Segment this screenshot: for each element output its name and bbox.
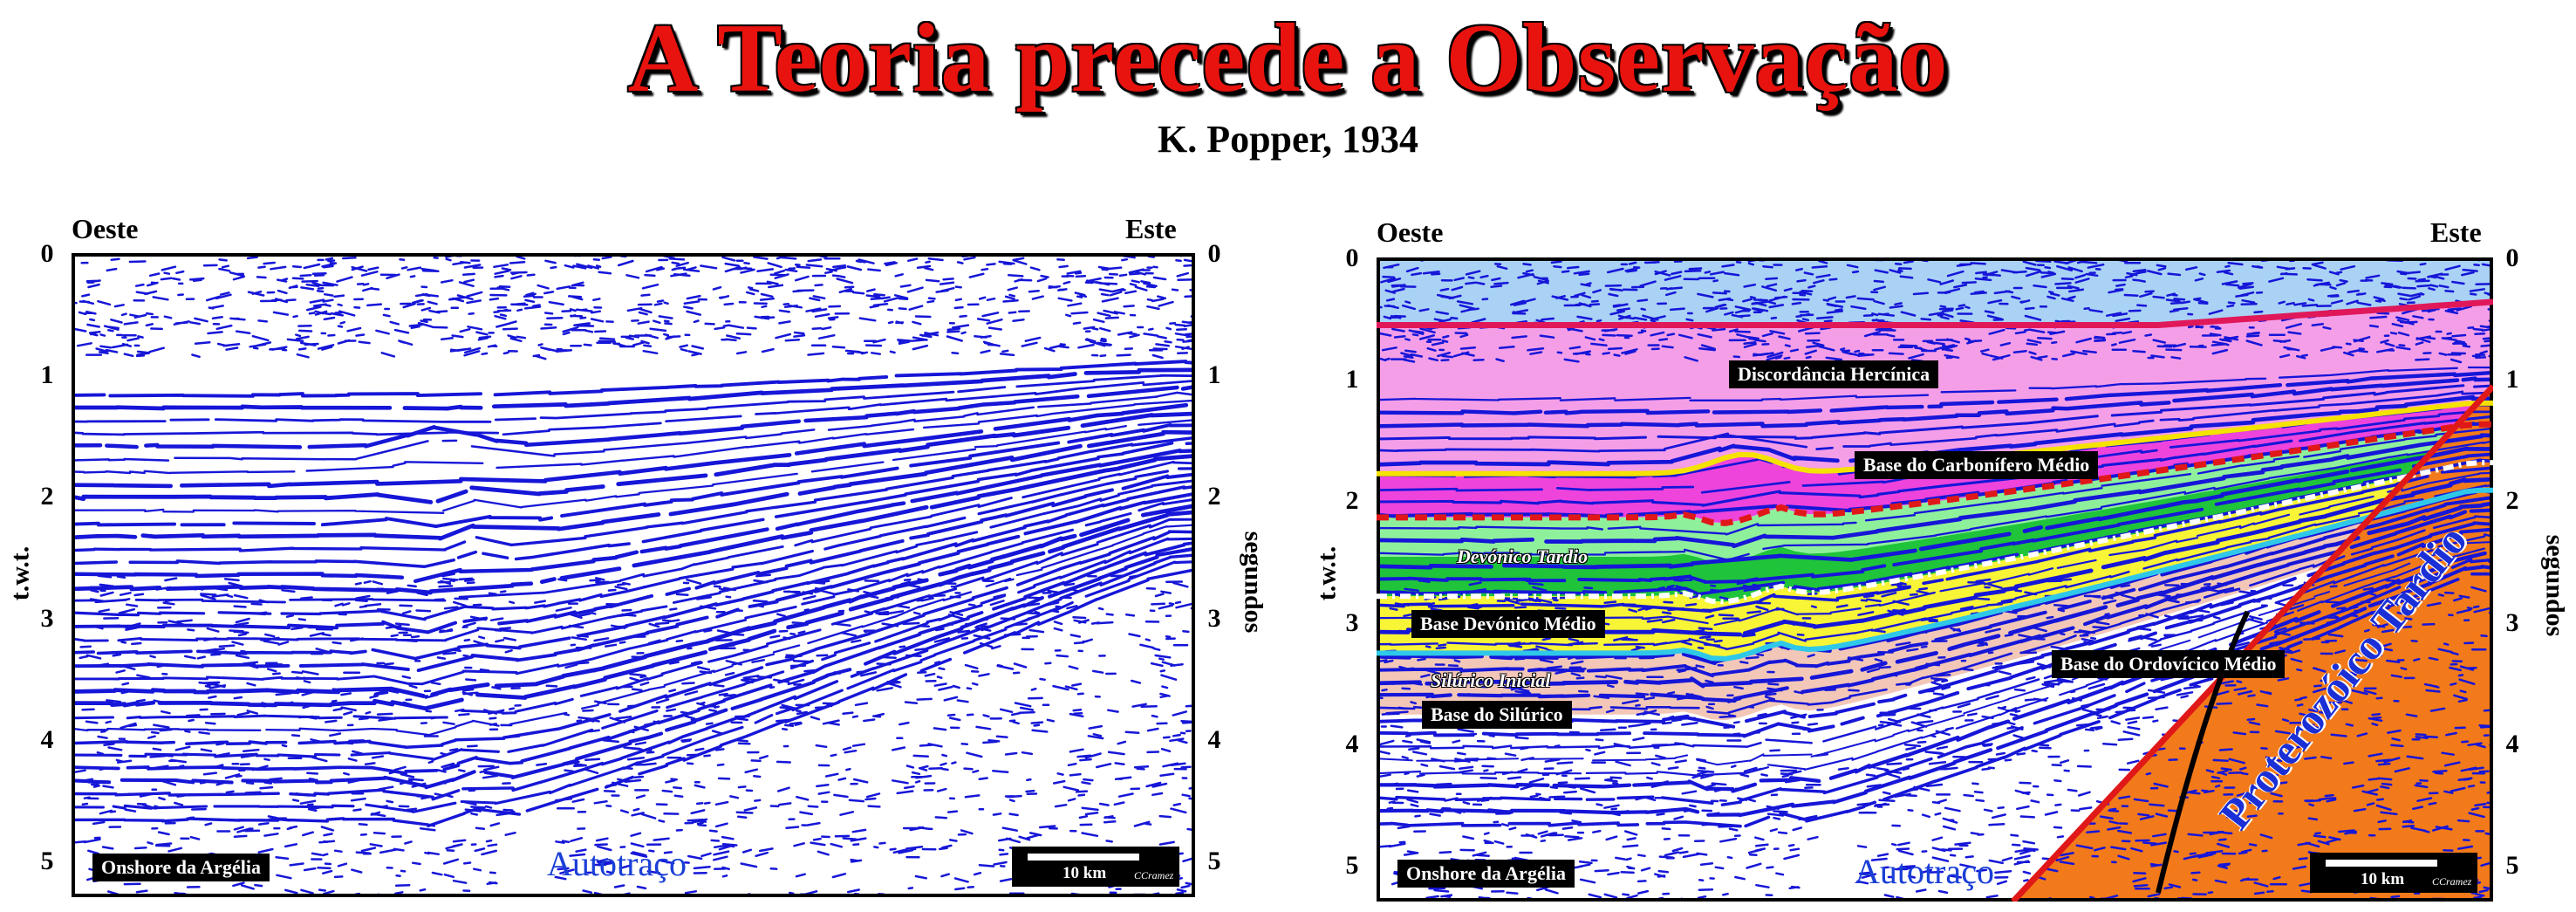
left-axis-right-tick-4: 4 (1207, 724, 1221, 754)
right-axis-left-tick-5: 5 (1345, 851, 1359, 881)
author-logo-right: CCramez (2432, 875, 2472, 888)
right-axis-left-tick-2: 2 (1345, 486, 1359, 516)
y-axis-title-right-2: segundos (2540, 534, 2570, 637)
right-axis-right-tick-3: 3 (2505, 607, 2519, 637)
right-axis-right-tick-0: 0 (2505, 243, 2519, 272)
base-middle-devonian-line (1377, 460, 2493, 605)
label-base-carboniferous: Base do Carbonífero Médio (1855, 451, 2099, 479)
label-base-silurian: Base do Silúrico (1422, 701, 1572, 729)
late-devonian-line (1377, 421, 2493, 526)
layer-devonian-light (1377, 424, 2493, 563)
base-silurian-line (1377, 487, 2493, 662)
right-axis-right-tick-2: 2 (2505, 486, 2519, 516)
left-axis-left-tick-2: 2 (40, 482, 54, 511)
author-logo-left: CCramez (1134, 869, 1174, 881)
east-label-left: Este (1125, 213, 1177, 244)
scale-bar-left: 10 km CCramez (1012, 847, 1179, 887)
seismic-reflectors (1377, 366, 2493, 828)
section-frame (72, 253, 1195, 897)
left-axis-left-tick-3: 3 (40, 603, 54, 633)
layer-silurian (1377, 463, 2493, 659)
scale-bar-line-right (2326, 860, 2437, 867)
right-axis-right-tick-4: 4 (2505, 729, 2519, 758)
seismic-traces-left (72, 253, 1195, 897)
scale-bar-line-left (1028, 854, 1139, 861)
page-title: A Teoria precede a Observação (627, 4, 1949, 113)
left-axis-left-tick-0: 0 (40, 239, 54, 268)
y-axis-title-right: segundos (1239, 531, 1268, 634)
left-axis-left-tick-5: 5 (40, 847, 54, 876)
right-axis-left-tick-3: 3 (1345, 607, 1359, 637)
layer-ordovician (1377, 490, 2493, 721)
label-base-ordovician: Base do Ordovícico Médio (2052, 650, 2286, 678)
left-axis-left-tick-1: 1 (40, 360, 54, 390)
left-axis-right-tick-5: 5 (1207, 847, 1221, 876)
seismic-reflectors (72, 360, 1195, 828)
section-frame (1377, 257, 2493, 902)
left-axis-right-tick-0: 0 (1207, 239, 1221, 268)
west-label-right: Oeste (1377, 216, 1444, 248)
scale-bar-label-right: 10 km (2361, 870, 2405, 888)
left-axis-right-tick-2: 2 (1207, 482, 1221, 511)
location-label-left: Onshore da Argélia (92, 854, 270, 881)
left-axis-left-tick-4: 4 (40, 724, 54, 754)
seismic-section-interpreted: Discordância Hercínica Base do Carbonífe… (1377, 257, 2493, 902)
label-early-silurian: Silúrico Inicial (1431, 669, 1551, 691)
right-axis-right-tick-1: 1 (2505, 365, 2519, 394)
autotrace-label-left: Autotraço (547, 844, 687, 883)
fault-line (2156, 610, 2251, 894)
right-axis-left-tick-1: 1 (1345, 365, 1359, 394)
seismic-section-raw: Onshore da Argélia Autotraço 10 km CCram… (72, 253, 1195, 897)
right-axis-left-tick-0: 0 (1345, 243, 1359, 272)
right-axis-right-tick-5: 5 (2505, 851, 2519, 881)
east-label-right: Este (2430, 216, 2482, 248)
layer-devonian-green (1377, 443, 2493, 602)
hercynian-unconformity-line (1377, 298, 2493, 328)
location-label-right: Onshore da Argélia (1397, 860, 1575, 888)
right-axis-left-tick-4: 4 (1345, 729, 1359, 758)
scale-bar-label-left: 10 km (1063, 864, 1107, 882)
interpreted-horizons (1377, 298, 2493, 902)
y-axis-title-left-2: t.w.t. (1312, 545, 1342, 601)
left-axis-right-tick-1: 1 (1207, 360, 1221, 390)
seismic-interpretation (1377, 257, 2493, 902)
y-axis-title-left: t.w.t. (5, 545, 35, 601)
scale-bar-right: 10 km CCramez (2310, 853, 2477, 893)
label-hercynian-unconformity: Discordância Hercínica (1729, 360, 1939, 388)
page-subtitle: K. Popper, 1934 (1157, 118, 1419, 161)
west-label-left: Oeste (72, 213, 139, 244)
basement-top-line (2011, 384, 2493, 902)
autotrace-label-right: Autotraço (1855, 852, 1994, 891)
label-base-middle-devonian: Base Devónico Médio (1411, 610, 1605, 638)
left-axis-right-tick-3: 3 (1207, 603, 1221, 633)
label-late-devonian: Devónico Tardio (1457, 545, 1589, 567)
